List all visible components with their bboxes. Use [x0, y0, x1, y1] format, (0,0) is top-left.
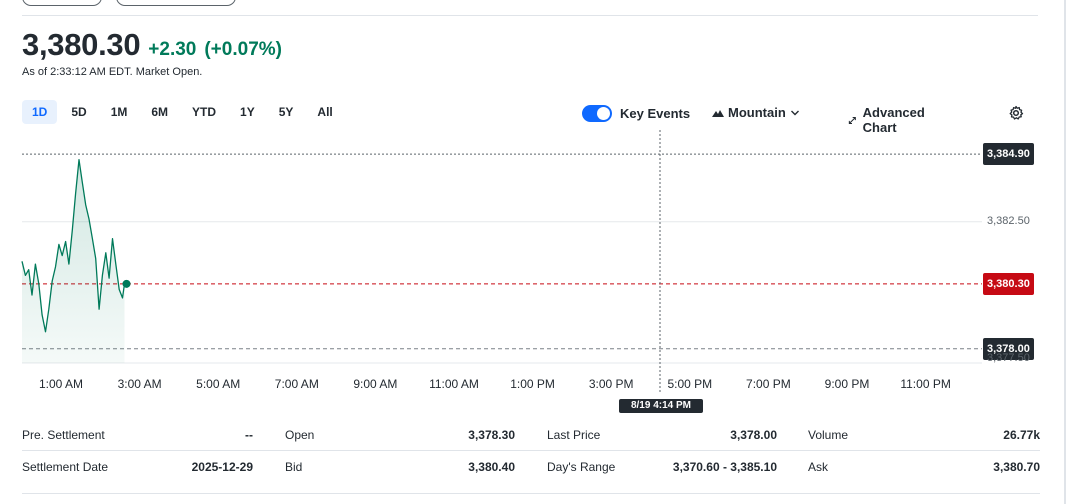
x-tick-label: 3:00 AM — [117, 377, 162, 391]
stats-row: Pre. Settlement -- Open 3,378.30 Last Price 3… — [22, 419, 1040, 451]
last-price: 3,380.30 — [22, 27, 141, 62]
stat-value: 3,380.70 — [993, 460, 1040, 474]
chart-style-label: Mountain — [728, 105, 786, 120]
x-tick-label: 5:00 AM — [196, 377, 241, 391]
quote-price-row: 3,380.30 +2.30 (+0.07%) — [22, 27, 282, 63]
header-button-left[interactable] — [22, 0, 102, 6]
key-events-label: Key Events — [620, 105, 691, 121]
header-remnant — [22, 0, 236, 6]
crosshair-time-label: 8/19 4:14 PM — [619, 399, 703, 413]
stat-value: 2025-12-29 — [191, 460, 253, 474]
price-change: +2.30 — [148, 39, 197, 60]
as-of-timestamp: As of 2:33:12 AM EDT. Market Open. — [22, 66, 203, 78]
range-tab-6m[interactable]: 6M — [151, 105, 169, 119]
price-change-percent: (+0.07%) — [204, 39, 282, 60]
advanced-chart-label: Advanced Chart — [862, 105, 925, 135]
range-selector: 1D 5D 1M 6M YTD 1Y 5Y All — [22, 100, 343, 124]
y-tick-label: 3,377.50 — [987, 352, 1030, 364]
stat-label: Bid — [285, 460, 303, 474]
range-tab-ytd[interactable]: YTD — [192, 105, 217, 119]
range-tab-1m[interactable]: 1M — [110, 105, 128, 119]
x-tick-label: 5:00 PM — [667, 377, 713, 391]
stats-row: Settlement Date 2025-12-29 Bid 3,380.40 Day'… — [22, 451, 1040, 483]
range-tab-all[interactable]: All — [317, 105, 333, 119]
series-line — [21, 159, 126, 333]
last-point-marker — [122, 279, 131, 288]
stat-label: Day's Range — [547, 460, 616, 474]
stat-label: Ask — [808, 460, 829, 474]
divider — [22, 493, 1040, 494]
stat-label: Last Price — [547, 428, 601, 442]
x-tick-label: 9:00 AM — [353, 377, 398, 391]
x-tick-label: 1:00 AM — [38, 377, 84, 391]
stat-value: 26.77k — [1003, 428, 1040, 442]
series-area — [22, 159, 125, 363]
x-tick-label: 11:00 AM — [429, 377, 479, 391]
stat-label: Settlement Date — [22, 460, 109, 474]
range-tab-1y[interactable]: 1Y — [240, 105, 255, 119]
divider — [1064, 0, 1066, 504]
key-events-toggle[interactable]: Key Events — [582, 104, 691, 122]
stat-value: -- — [245, 428, 253, 442]
stat-label: Pre. Settlement — [22, 428, 105, 442]
quote-stats-table: Pre. Settlement -- Open 3,378.30 Last Price 3… — [22, 419, 1040, 483]
stat-value: 3,378.00 — [730, 428, 777, 442]
chart-canvas[interactable] — [0, 130, 1066, 420]
stat-value: 3,370.60 - 3,385.10 — [672, 460, 777, 474]
divider — [22, 15, 1038, 16]
x-tick-label: 11:00 PM — [900, 377, 951, 391]
header-button-right[interactable] — [116, 0, 236, 6]
chevron-down-icon — [790, 110, 799, 115]
price-marker-high: 3,384.90 — [983, 143, 1034, 166]
price-marker-current: 3,380.30 — [983, 272, 1034, 295]
x-tick-label: 1:00 PM — [510, 377, 555, 391]
mountain-icon — [712, 109, 724, 117]
range-tab-5y[interactable]: 5Y — [278, 105, 294, 119]
x-tick-label: 3:00 PM — [588, 377, 634, 391]
x-tick-label: 7:00 AM — [274, 377, 319, 391]
expand-icon — [848, 116, 856, 124]
stat-value: 3,380.40 — [468, 460, 515, 474]
y-tick-label: 3,382.50 — [987, 214, 1030, 227]
stat-label: Open — [285, 428, 315, 442]
range-tab-5d[interactable]: 5D — [71, 105, 87, 119]
range-tab-1d[interactable]: 1D — [22, 100, 58, 124]
x-tick-label: 9:00 PM — [824, 377, 870, 391]
toggle-switch[interactable] — [582, 104, 612, 122]
chart-style-dropdown[interactable]: Mountain — [712, 105, 800, 120]
price-marker-low: 3,378.00 — [983, 337, 1034, 360]
price-chart[interactable] — [0, 130, 1066, 420]
gear-icon[interactable] — [1008, 105, 1024, 121]
stat-label: Volume — [808, 428, 849, 442]
chart-toolbar: Key Events Mountain Advanced Chart — [580, 100, 1024, 135]
advanced-chart-button[interactable]: Advanced Chart — [848, 105, 929, 135]
x-tick-label: 7:00 PM — [746, 377, 791, 391]
stat-value: 3,378.30 — [468, 428, 515, 442]
